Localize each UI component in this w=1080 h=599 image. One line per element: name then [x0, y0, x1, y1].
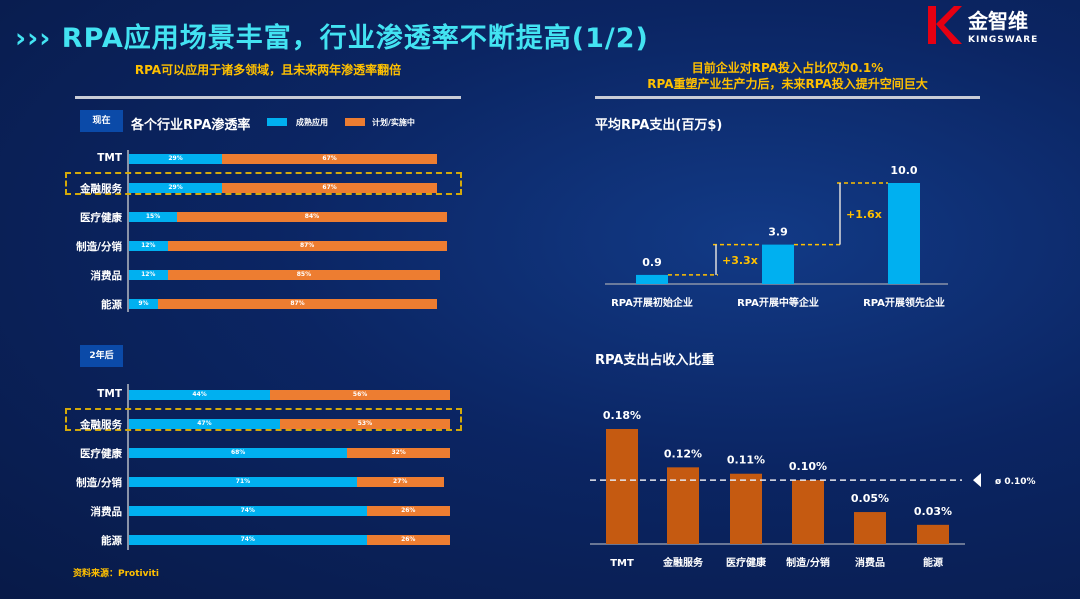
bar-planned: 32% — [347, 448, 450, 458]
value-label: 0.03% — [914, 505, 952, 518]
bar-mature: 74% — [129, 506, 367, 516]
triple-chevron-icon: ››› — [15, 23, 62, 54]
bar-planned: 85% — [167, 270, 441, 280]
category-label: 制造/分销 — [786, 556, 830, 569]
bar-planned: 27% — [356, 477, 444, 487]
category-label: 金融服务 — [662, 556, 704, 569]
right-subtitle-1: 目前企业对RPA投入占比仅为0.1% — [691, 61, 884, 75]
average-label: ø 0.10% — [995, 477, 1036, 487]
bar-mature: 47% — [129, 419, 280, 429]
category-label: TMT — [97, 152, 122, 164]
value-label: 10.0 — [890, 164, 917, 177]
value-label: 0.05% — [851, 492, 889, 505]
bar-mature: 12% — [129, 241, 168, 251]
page-title: ››› RPA应用场景丰富，行业渗透率不断提高(1/2) — [15, 23, 649, 54]
legend-swatch-planned — [345, 118, 365, 126]
right-subtitle-2: RPA重塑产业生产力后，未来RPA投入提升空间巨大 — [647, 77, 928, 91]
axis-line — [127, 150, 129, 312]
right-divider — [595, 96, 980, 99]
bar — [854, 512, 886, 544]
category-label: 制造/分销 — [76, 477, 122, 489]
category-label: 金融服务 — [80, 183, 122, 195]
category-label: 消费品 — [855, 556, 885, 569]
bar-mature: 12% — [129, 270, 168, 280]
bar-mature: 9% — [129, 299, 158, 309]
tag-now: 现在 — [80, 110, 123, 132]
highlight-box — [65, 408, 462, 431]
bar-mature: 71% — [129, 477, 357, 487]
value-label: 0.10% — [789, 460, 827, 473]
bar-mature: 29% — [129, 154, 223, 164]
category-label: 能源 — [101, 299, 122, 311]
highlight-box — [65, 172, 462, 195]
triangle-marker-icon — [973, 473, 981, 488]
category-label: 制造/分销 — [76, 241, 122, 253]
category-label: 消费品 — [90, 506, 123, 518]
bar — [762, 244, 794, 284]
bar-mature: 29% — [129, 183, 223, 193]
bar-planned: 67% — [222, 183, 438, 193]
bar — [792, 480, 824, 544]
bar-mature: 68% — [129, 448, 348, 458]
bar-mature: 74% — [129, 535, 367, 545]
bar-mature: 15% — [129, 212, 178, 222]
bar-planned: 26% — [366, 506, 450, 516]
ratio-chart-title: RPA支出占收入比重 — [595, 353, 715, 368]
bar-planned: 87% — [167, 241, 447, 251]
category-label: 消费品 — [90, 270, 123, 282]
legend-planned: 计划/实施中 — [372, 118, 415, 127]
tag-2years: 2年后 — [80, 345, 123, 367]
bar — [636, 274, 668, 284]
bar-mature: 44% — [129, 390, 271, 400]
bar — [606, 429, 638, 544]
svg-text:金智维: 金智维 — [967, 9, 1028, 33]
growth-annotation: +1.6x — [846, 208, 882, 221]
bar-planned: 87% — [157, 299, 438, 309]
category-label: 医疗健康 — [80, 448, 122, 460]
bar-planned: 26% — [366, 535, 450, 545]
legend-mature: 成熟应用 — [296, 118, 328, 127]
category-label: RPA开展初始企业 — [611, 296, 693, 309]
bar — [917, 524, 949, 544]
value-label: 0.9 — [642, 256, 662, 269]
bar — [730, 473, 762, 544]
category-label: 医疗健康 — [726, 556, 767, 569]
bar — [667, 467, 699, 544]
value-label: 0.18% — [603, 409, 641, 422]
category-label: 能源 — [101, 535, 122, 547]
bar-planned: 56% — [270, 390, 450, 400]
legend-swatch-mature — [267, 118, 287, 126]
axis-line — [127, 384, 129, 550]
spend-chart-title: 平均RPA支出(百万$) — [595, 118, 723, 133]
value-label: 0.11% — [727, 454, 765, 467]
kingsware-logo: 金智维 KINGSWARE — [924, 4, 1074, 46]
svg-text:KINGSWARE: KINGSWARE — [968, 35, 1038, 45]
value-label: 0.12% — [664, 447, 702, 460]
left-subtitle: RPA可以应用于诸多领域，且未来两年渗透率翻倍 — [134, 63, 402, 77]
chart-title: 各个行业RPA渗透率 — [131, 118, 251, 133]
growth-annotation: +3.3x — [722, 254, 758, 267]
bar-planned: 84% — [177, 212, 447, 222]
category-label: RPA开展领先企业 — [863, 296, 945, 309]
bar-planned: 53% — [279, 419, 450, 429]
category-label: 金融服务 — [80, 419, 122, 431]
source-note: 资料来源：Protiviti — [73, 569, 159, 579]
category-label: 能源 — [923, 556, 943, 569]
category-label: RPA开展中等企业 — [737, 296, 819, 309]
value-label: 3.9 — [768, 226, 788, 239]
left-divider — [75, 96, 461, 99]
category-label: TMT — [610, 558, 634, 569]
category-label: 医疗健康 — [80, 212, 122, 224]
category-label: TMT — [97, 388, 122, 400]
bar — [888, 183, 920, 284]
bar-planned: 67% — [222, 154, 438, 164]
